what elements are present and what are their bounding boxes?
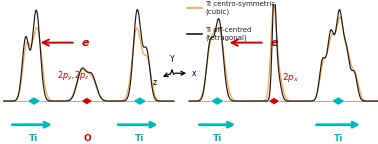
Polygon shape (268, 97, 280, 105)
Polygon shape (332, 97, 345, 105)
Text: Ti centro-symmetric
(cubic): Ti centro-symmetric (cubic) (205, 1, 276, 15)
Text: $2p_x$: $2p_x$ (282, 71, 299, 84)
Polygon shape (211, 97, 224, 105)
Text: Ti: Ti (213, 134, 222, 143)
Text: e: e (81, 38, 89, 48)
Text: O: O (83, 134, 91, 143)
Text: Ti: Ti (334, 134, 343, 143)
Text: x: x (192, 69, 197, 78)
Text: e: e (270, 38, 278, 48)
Polygon shape (81, 97, 93, 105)
Text: Ti: Ti (135, 134, 144, 143)
Text: Ti: Ti (29, 134, 39, 143)
Text: Ti off-centred
(tetragonal): Ti off-centred (tetragonal) (205, 27, 252, 41)
Text: $2p_y$,$2p_z$: $2p_y$,$2p_z$ (57, 70, 90, 83)
Polygon shape (133, 97, 147, 105)
Text: Y: Y (170, 55, 174, 64)
Text: z: z (152, 78, 156, 87)
Polygon shape (27, 97, 41, 105)
